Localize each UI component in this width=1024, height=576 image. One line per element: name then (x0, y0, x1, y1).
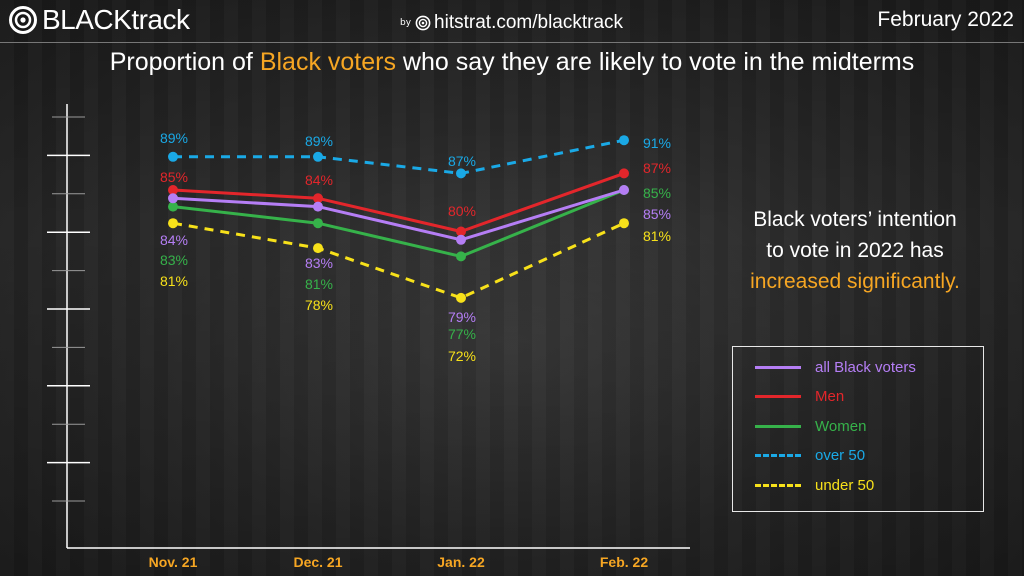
data-point (456, 226, 466, 237)
series-line (173, 138, 625, 175)
data-point (168, 151, 178, 162)
callout-text: Black voters’ intention to vote in 2022 … (712, 204, 998, 297)
x-tick-label: Dec. 21 (293, 554, 342, 570)
legend-label: Men (815, 388, 845, 405)
data-point (456, 168, 466, 179)
data-point (168, 193, 178, 204)
data-label: 80% (448, 203, 476, 219)
data-point (619, 135, 629, 146)
data-point (313, 151, 323, 162)
data-point (619, 218, 629, 229)
legend-entry: under 50 (755, 475, 874, 495)
data-point (456, 292, 466, 303)
data-label: 83% (305, 255, 333, 271)
x-tick-label: Jan. 22 (437, 554, 485, 570)
x-tick-label: Nov. 21 (149, 554, 198, 570)
data-label: 79% (448, 309, 476, 325)
data-label: 85% (643, 206, 671, 222)
legend-swatch (755, 454, 801, 457)
legend-label: all Black voters (815, 358, 916, 376)
legend-label: over 50 (815, 447, 866, 464)
data-point (456, 234, 466, 245)
callout-line-1: Black voters’ intention (753, 208, 957, 231)
data-point (313, 218, 323, 229)
data-point (619, 168, 629, 179)
header: BLACKtrack by hitstrat.com/blacktrack Fe… (0, 0, 1024, 44)
chart-title-pre: Proportion of (109, 48, 260, 76)
data-label: 85% (643, 185, 671, 201)
data-label: 87% (448, 153, 476, 169)
legend-entry: over 50 (755, 446, 865, 466)
data-label: 91% (643, 135, 671, 151)
chart-title-post: who say they are likely to vote in the m… (395, 48, 915, 76)
data-label: 84% (305, 172, 333, 188)
data-label: 81% (160, 273, 188, 289)
data-label: 77% (448, 326, 476, 342)
data-point (619, 185, 629, 195)
data-point (168, 185, 178, 195)
chart-title: Proportion of Black voters who say they … (0, 48, 1024, 77)
legend-entry: Women (755, 416, 866, 436)
callout-highlight: increased significantly. (750, 270, 960, 293)
data-label: 85% (160, 169, 188, 185)
data-point (168, 218, 178, 229)
data-label: 87% (643, 160, 671, 176)
legend-entry: all Black voters (755, 357, 916, 377)
legend: all Black voters Men Women over 50 under 50 (732, 346, 984, 512)
legend-swatch (755, 395, 801, 398)
data-point (313, 193, 323, 204)
series-line (172, 221, 625, 300)
chart-title-highlight: Black voters (259, 48, 396, 76)
data-point (313, 201, 323, 212)
legend-swatch (755, 483, 801, 487)
data-point (313, 243, 323, 254)
data-label: 81% (643, 228, 671, 244)
legend-swatch (755, 365, 801, 369)
x-tick-label: Feb. 22 (600, 554, 648, 570)
brand-name: BLACKtrack (42, 4, 190, 35)
series-line (172, 171, 625, 233)
legend-label: Women (815, 417, 867, 435)
data-point (168, 201, 178, 212)
data-label: 78% (305, 297, 333, 313)
header-divider (0, 42, 1024, 43)
byline-url[interactable]: hitstrat.com/blacktrack (434, 12, 624, 33)
series-line (172, 188, 625, 242)
legend-label: under 50 (815, 476, 875, 494)
legend-entry: Men (755, 387, 844, 407)
data-label: 84% (160, 232, 188, 248)
report-date: February 2022 (877, 8, 1014, 31)
byline-by: by (400, 18, 412, 28)
data-label: 89% (160, 130, 188, 146)
byline-target-icon (415, 15, 431, 31)
brand-logo: BLACKtrack (8, 4, 190, 36)
data-label: 83% (160, 252, 188, 268)
legend-swatch (755, 424, 801, 428)
data-label: 81% (305, 276, 333, 292)
target-icon (9, 6, 37, 34)
data-label: 72% (448, 348, 476, 364)
data-point (456, 251, 466, 262)
series-line (172, 188, 625, 258)
callout-line-2: to vote in 2022 has (766, 239, 944, 262)
data-label: 89% (305, 133, 333, 149)
byline: by hitstrat.com/blacktrack (400, 12, 623, 34)
